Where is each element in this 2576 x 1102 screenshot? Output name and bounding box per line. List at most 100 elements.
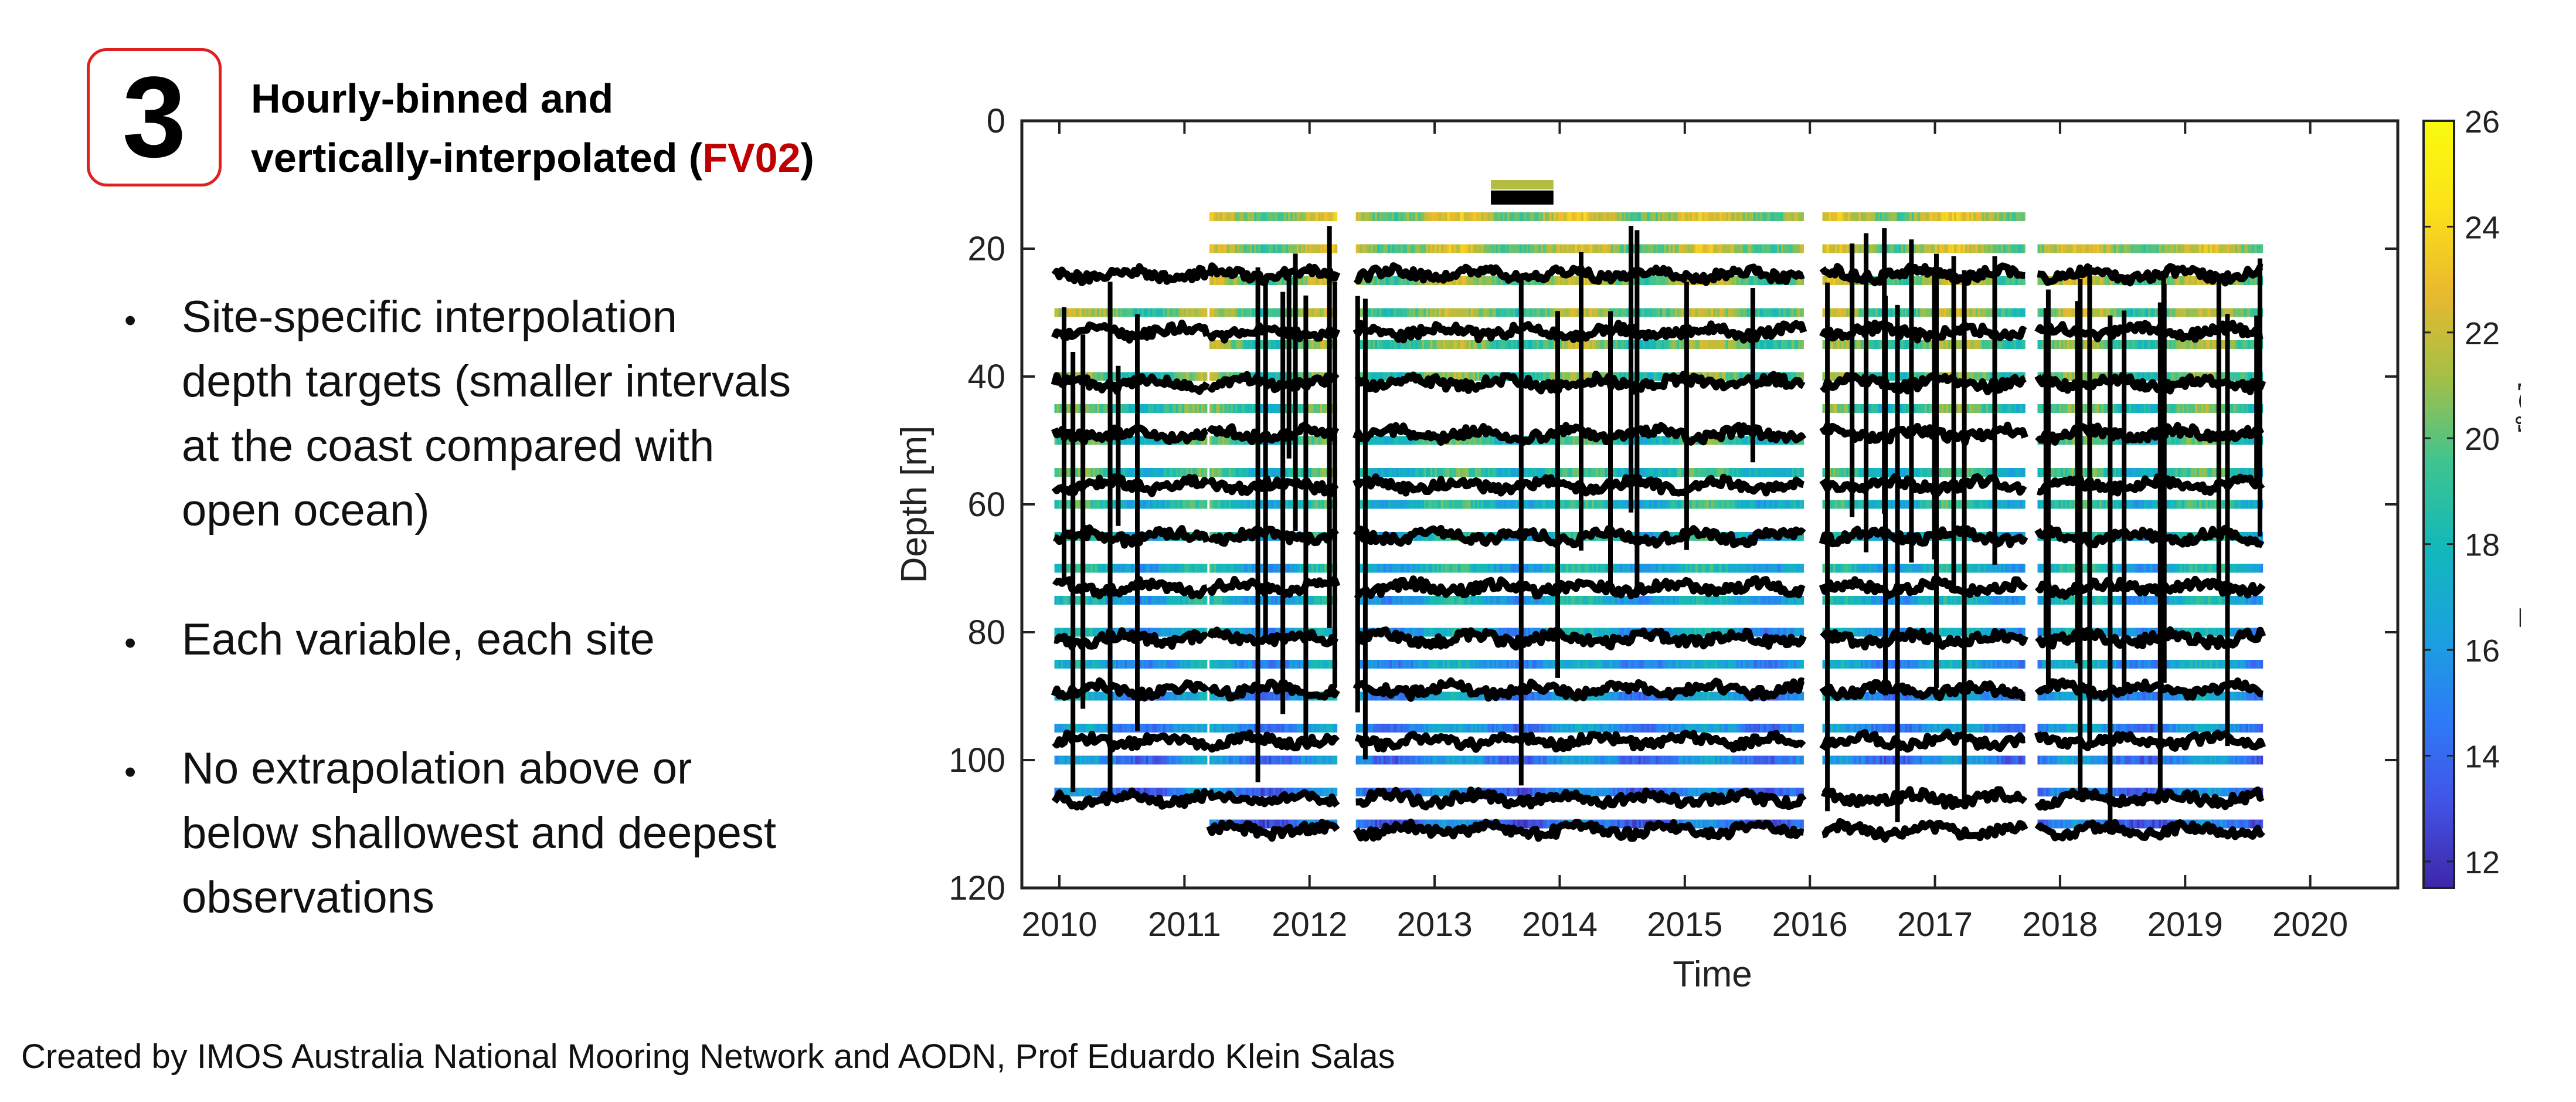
temperature-cell: [1491, 276, 1494, 285]
temperature-cell: [1440, 244, 1443, 253]
temperature-cell: [1180, 755, 1182, 765]
temperature-cell: [1173, 404, 1176, 413]
temperature-cell: [1267, 628, 1270, 637]
temperature-cell: [1190, 372, 1193, 381]
temperature-cell: [1415, 500, 1418, 509]
temperature-cell: [1758, 596, 1761, 605]
temperature-cell: [1632, 564, 1635, 573]
temperature-cell: [1146, 660, 1148, 669]
temperature-cell: [1647, 276, 1650, 285]
temperature-cell: [1691, 500, 1694, 509]
temperature-cell: [1231, 468, 1233, 477]
temperature-cell: [1554, 276, 1557, 285]
temperature-cell: [1122, 468, 1125, 477]
temperature-cell: [1324, 212, 1327, 221]
temperature-cell: [1592, 244, 1595, 253]
temperature-cell: [1192, 755, 1195, 765]
temperature-cell: [1400, 276, 1403, 285]
temperature-cell: [1226, 724, 1229, 733]
temperature-cell: [1779, 244, 1782, 253]
temperature-cell: [1545, 308, 1548, 317]
temperature-cell: [1101, 755, 1104, 765]
temperature-cell: [1479, 372, 1482, 381]
temperature-cell: [1464, 340, 1467, 349]
temperature-cell: [1398, 500, 1401, 509]
temperature-cell: [1232, 212, 1236, 221]
temperature-cell: [1116, 308, 1119, 317]
temperature-cell: [1593, 244, 1597, 253]
temperature-cell: [1286, 724, 1289, 733]
temperature-cell: [1700, 308, 1703, 317]
temperature-cell: [1630, 564, 1633, 573]
temperature-cell: [1330, 788, 1333, 796]
temperature-cell: [1288, 468, 1291, 477]
temperature-cell: [1061, 755, 1063, 765]
temperature-cell: [1736, 436, 1739, 445]
temperature-cell: [1532, 372, 1535, 381]
temperature-cell: [1260, 340, 1263, 349]
temperature-cell: [1798, 500, 1801, 509]
temperature-cell: [1260, 404, 1263, 413]
temperature-cell: [1485, 500, 1488, 509]
temperature-cell: [1271, 819, 1274, 829]
temperature-cell: [1704, 340, 1707, 349]
temperature-cell: [1148, 404, 1151, 413]
temperature-cell: [1156, 372, 1159, 381]
temperature-cell: [1741, 276, 1744, 285]
temperature-cell: [1588, 564, 1591, 573]
temperature-cell: [1309, 755, 1312, 765]
temperature-cell: [1095, 372, 1097, 381]
temperature-cell: [1588, 596, 1591, 605]
temperature-cell: [1422, 436, 1425, 445]
temperature-cell: [1434, 564, 1437, 573]
temperature-cell: [1566, 436, 1569, 445]
temperature-cell: [1366, 244, 1369, 253]
temperature-cell: [1588, 468, 1591, 477]
temperature-cell: [1745, 596, 1748, 605]
temperature-cell: [1235, 340, 1238, 349]
temperature-cell: [1657, 564, 1660, 573]
temperature-cell: [1199, 660, 1202, 669]
temperature-cell: [1568, 244, 1571, 253]
temperature-cell: [1589, 468, 1592, 477]
temperature-cell: [1698, 340, 1701, 349]
temperature-cell: [1146, 308, 1148, 317]
temperature-cell: [1301, 564, 1304, 573]
temperature-cell: [1286, 819, 1289, 829]
temperature-cell: [1473, 436, 1476, 445]
temperature-cell: [1222, 724, 1225, 733]
temperature-cell: [1564, 372, 1567, 381]
temperature-cell: [1528, 244, 1531, 253]
temperature-cell: [1237, 660, 1240, 669]
temperature-cell: [1114, 691, 1117, 701]
temperature-cell: [1165, 724, 1168, 733]
temperature-cell: [1485, 244, 1488, 253]
temperature-cell: [1494, 596, 1497, 605]
temperature-cell: [1224, 468, 1227, 477]
temperature-cell: [1732, 564, 1735, 573]
temperature-cell: [1439, 244, 1442, 253]
temperature-cell: [1464, 436, 1467, 445]
temperature-cell: [1141, 724, 1144, 733]
temperature-cell: [1673, 500, 1676, 509]
temperature-cell: [1112, 691, 1114, 701]
temperature-cell: [1232, 755, 1236, 765]
temperature-cell: [1296, 500, 1299, 509]
temperature-cell: [1664, 212, 1667, 221]
temperature-cell: [1470, 372, 1473, 381]
temperature-cell: [1566, 628, 1569, 637]
temperature-cell: [1732, 596, 1735, 605]
temperature-cell: [1632, 372, 1635, 381]
temperature-cell: [1383, 308, 1386, 317]
temperature-cell: [1730, 244, 1733, 253]
temperature-cell: [1422, 308, 1425, 317]
temperature-cell: [1628, 212, 1631, 221]
temperature-cell: [1235, 308, 1238, 317]
temperature-cell: [1617, 244, 1620, 253]
temperature-cell: [1776, 212, 1780, 221]
temperature-cell: [1273, 660, 1276, 669]
temperature-cell: [1715, 212, 1718, 221]
temperature-cell: [1296, 660, 1299, 669]
temperature-cell: [1377, 372, 1380, 381]
temperature-cell: [1245, 468, 1248, 477]
